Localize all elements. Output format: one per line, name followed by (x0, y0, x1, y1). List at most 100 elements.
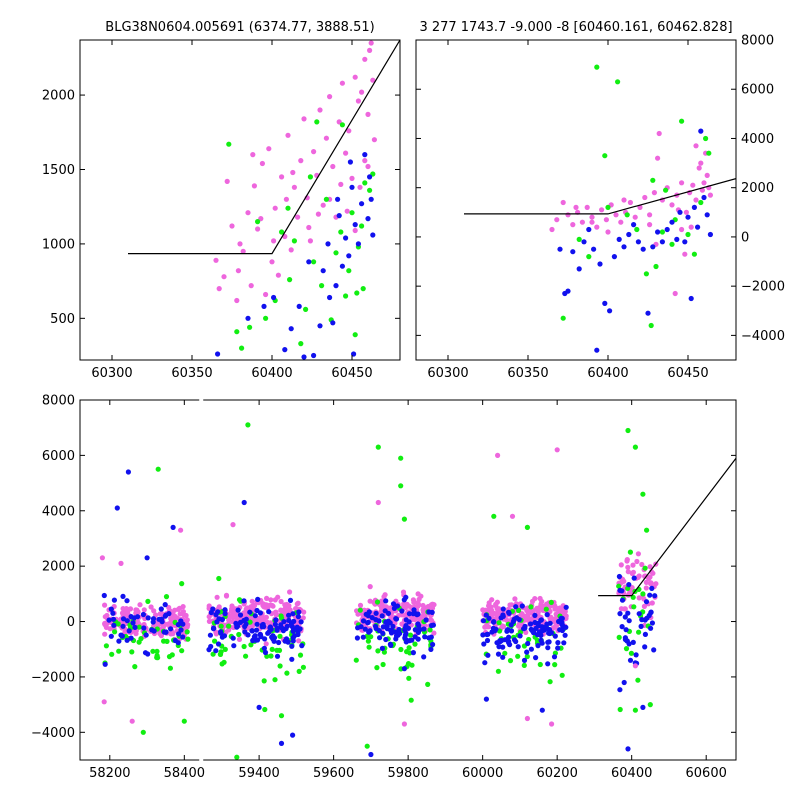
bottom-blue-point-244 (175, 640, 181, 646)
bottom-magenta-point-807 (416, 602, 422, 608)
bottom-x-tick-label: 59600 (313, 766, 354, 781)
bottom-blue-point-223 (108, 606, 114, 612)
bottom-magenta-point-1140 (493, 603, 499, 609)
bottom-model-line (598, 457, 736, 597)
top-right-green-point-71 (703, 135, 709, 142)
top-left-blue-point-110 (325, 241, 331, 247)
top-right-green-point-70 (698, 199, 704, 206)
top-left-green-point-68 (247, 324, 253, 330)
bottom-x-tick-label: 59800 (387, 766, 428, 781)
bottom-blue-point-912 (362, 626, 368, 632)
bottom-blue-point-656 (290, 635, 296, 641)
bottom-green-point-180 (167, 665, 173, 671)
bottom-green-point-895 (368, 634, 374, 640)
bottom-magenta-point-1524 (401, 721, 407, 727)
bottom-green-point-535 (268, 653, 274, 659)
bottom-blue-point-268 (126, 628, 132, 634)
bottom-blue-point-1445 (642, 631, 649, 638)
top-left-blue-point-115 (343, 235, 349, 241)
bottom-blue-point-1343 (544, 612, 550, 618)
top-right-blue-point-106 (695, 224, 701, 230)
bottom-magenta-point-499 (243, 612, 249, 618)
top-left-magenta-point-33 (327, 94, 333, 100)
bottom-blue-point-627 (242, 623, 248, 630)
bottom-blue-point-1291 (500, 654, 506, 660)
bottom-blue-point-1270 (484, 637, 491, 644)
top-left-blue-point-113 (336, 213, 342, 219)
bottom-blue-point-240 (143, 632, 149, 638)
bottom-blue-point-914 (428, 646, 434, 653)
top-left-x-tick-label: 60400 (251, 366, 292, 381)
top-left-panel-title: BLG38N0604.005691 (6374.77, 3888.51) (105, 20, 374, 35)
bottom-blue-point-237 (145, 615, 151, 621)
bottom-blue-point-574 (274, 653, 281, 659)
bottom-blue-point-1491 (278, 740, 285, 747)
top-right-magenta-point-6 (579, 219, 586, 225)
bottom-green-point-1224 (526, 636, 532, 643)
top-left-green-point-80 (319, 283, 325, 289)
bottom-magenta-point-767 (411, 599, 417, 606)
top-right-magenta-point-49 (679, 226, 685, 233)
bottom-blue-point-942 (430, 641, 436, 648)
top-left-magenta-point-20 (285, 132, 291, 138)
top-right-magenta-point-31 (690, 182, 696, 188)
bottom-green-point-877 (404, 649, 410, 655)
bottom-blue-point-654 (206, 647, 212, 653)
bottom-blue-point-639 (231, 643, 237, 649)
bottom-magenta-point-1531 (101, 699, 107, 705)
bottom-blue-point-1448 (617, 687, 623, 693)
top-right-blue-point-89 (621, 244, 627, 250)
bottom-magenta-point-390 (236, 636, 243, 643)
bottom-blue-point-949 (401, 597, 407, 603)
top-left-magenta-point-41 (352, 74, 358, 80)
bottom-blue-point-625 (289, 643, 295, 649)
bottom-green-point-880 (425, 681, 431, 688)
bottom-blue-point-1277 (545, 645, 551, 651)
bottom-blue-point-989 (354, 635, 360, 641)
bottom-blue-point-947 (376, 618, 382, 624)
bottom-blue-point-617 (215, 641, 222, 647)
top-right-blue-point-84 (597, 261, 603, 267)
top-left-green-point-91 (362, 180, 368, 186)
bottom-green-point-500 (222, 646, 228, 653)
bottom-blue-point-657 (271, 638, 277, 644)
bottom-blue-point-256 (149, 627, 155, 633)
top-left-green-point-69 (255, 219, 261, 225)
bottom-green-point-1517 (632, 707, 639, 713)
top-left-blue-point-119 (352, 222, 358, 228)
bottom-green-point-1509 (401, 516, 407, 522)
bottom-green-point-1506 (375, 444, 381, 450)
top-left-magenta-point-56 (250, 152, 256, 158)
bottom-magenta-point-61 (170, 631, 176, 637)
bottom-green-point-502 (296, 668, 302, 675)
bottom-blue-point-661 (258, 634, 264, 640)
bottom-blue-point-1326 (508, 622, 514, 628)
bottom-blue-point-641 (266, 629, 272, 635)
top-right-magenta-point-1 (554, 217, 560, 223)
bottom-blue-point-664 (279, 625, 285, 631)
bottom-blue-point-645 (257, 610, 263, 616)
top-right-magenta-point-39 (707, 192, 714, 198)
bottom-green-point-894 (375, 648, 381, 654)
top-left-green-point-78 (311, 259, 317, 265)
bottom-y-tick-label: 8000 (42, 394, 75, 409)
bottom-magenta-point-1530 (129, 718, 135, 724)
top-right-green-point-74 (650, 177, 656, 183)
bottom-green-point-1426 (623, 646, 630, 652)
bottom-magenta-point-57 (127, 606, 134, 612)
top-right-green-point-56 (594, 64, 600, 70)
bottom-green-point-1241 (515, 653, 521, 659)
bottom-green-point-1226 (502, 650, 508, 656)
top-left-green-point-66 (234, 329, 240, 335)
bottom-green-point-519 (277, 633, 283, 639)
top-left-magenta-point-53 (338, 181, 344, 187)
top-right-magenta-point-7 (584, 204, 590, 210)
bottom-panel: 58200 58400 59400 59600 59800 60000 60200 60400… (31, 394, 737, 781)
top-left-magenta-point-43 (359, 89, 365, 95)
bottom-green-point-506 (226, 623, 232, 629)
bottom-blue-point-943 (391, 605, 397, 612)
bottom-blue-point-632 (286, 617, 292, 624)
bottom-blue-point-964 (403, 623, 409, 629)
top-left-blue-point-111 (330, 320, 336, 326)
bottom-blue-point-1003 (360, 634, 366, 640)
